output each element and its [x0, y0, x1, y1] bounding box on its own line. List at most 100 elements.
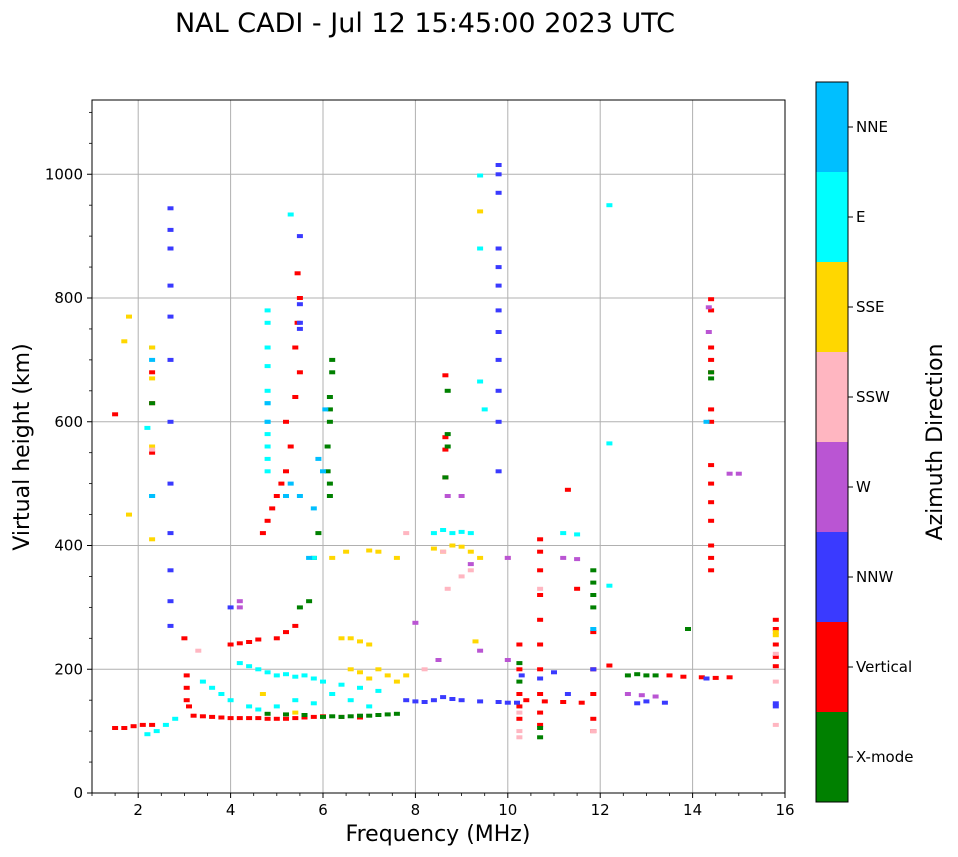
colorbar-ticks: NNE E SSE SSW W NNW Vertical X-mode [848, 118, 913, 766]
data-point-e [477, 246, 484, 251]
data-point-e [264, 308, 271, 313]
data-point-nnw [537, 676, 544, 681]
data-point-nnw [495, 330, 502, 334]
data-point-vertical [310, 714, 317, 719]
data-point-nnw [167, 246, 174, 251]
data-point-nnw [296, 302, 303, 307]
data-point-e [449, 531, 456, 536]
data-point-vertical [537, 593, 544, 597]
data-point-vertical [283, 469, 289, 474]
data-point-sse [126, 314, 132, 319]
x-axis-ticks: 2 4 6 8 10 12 14 16 [91, 793, 795, 819]
data-point-vertical [708, 500, 715, 505]
data-point-vertical [199, 714, 206, 719]
data-point-nnw [495, 283, 502, 288]
data-point-vertical [259, 531, 266, 536]
data-point-sse [347, 667, 354, 672]
data-point-vertical [190, 713, 197, 718]
data-point-nnw [430, 698, 437, 703]
data-point-w [652, 694, 659, 699]
data-point-ssw [772, 651, 779, 656]
data-point-nnw [634, 701, 641, 706]
data-point-vertical [726, 675, 733, 680]
data-point-x-mode [442, 475, 449, 480]
data-point-vertical [264, 518, 271, 523]
data-point-x-mode [315, 531, 322, 536]
data-point-nnw [403, 698, 410, 703]
y-axis-ticks: 0 200 400 600 800 1000 [45, 111, 92, 802]
data-point-vertical [246, 716, 253, 721]
data-point-e [273, 704, 280, 709]
data-point-vertical [772, 617, 779, 622]
data-point-vertical [296, 370, 303, 375]
data-point-vertical [574, 586, 581, 591]
data-point-x-mode [685, 627, 691, 631]
data-point-nnw [477, 699, 484, 704]
data-point-nnw [495, 700, 502, 704]
colorbar-tick-label: X-mode [856, 748, 913, 766]
data-point-e [375, 688, 382, 693]
data-point-vertical [183, 673, 190, 678]
data-point-vertical [537, 692, 544, 696]
data-point-e [264, 320, 271, 325]
data-point-sse [343, 549, 350, 554]
data-point-e [357, 685, 363, 690]
data-point-nnw [167, 568, 174, 573]
data-point-e [440, 528, 447, 532]
data-point-x-mode [357, 713, 363, 718]
data-point-w [735, 471, 742, 476]
data-point-w [705, 305, 712, 310]
data-point-vertical [712, 675, 719, 680]
y-tick-label: 600 [54, 413, 83, 431]
data-point-x-mode [329, 370, 336, 375]
data-point-vertical [772, 627, 779, 631]
data-point-e [144, 732, 151, 737]
data-point-nnw [227, 605, 234, 610]
data-point-sse [393, 679, 400, 684]
data-point-vertical [301, 715, 308, 720]
data-point-vertical [523, 698, 530, 703]
x-axis-label: Frequency (MHz) [346, 822, 531, 847]
data-point-vertical [183, 698, 190, 703]
data-point-e [574, 532, 581, 537]
data-point-sse [149, 345, 156, 350]
colorbar-swatch-sse [816, 262, 848, 352]
data-point-x-mode [326, 481, 333, 486]
data-point-x-mode [516, 679, 523, 684]
data-point-nne [287, 481, 294, 486]
data-point-sse [366, 642, 373, 647]
data-point-e [264, 670, 271, 675]
data-point-vertical [708, 419, 715, 424]
data-point-vertical [442, 373, 449, 378]
data-point-vertical [516, 642, 523, 647]
data-point-nne [310, 506, 317, 511]
data-point-vertical [606, 663, 613, 668]
data-point-vertical [708, 308, 715, 313]
data-point-e [172, 716, 179, 721]
data-point-vertical [112, 726, 119, 730]
data-point-ssw [149, 447, 156, 452]
data-point-vertical [708, 481, 715, 486]
data-point-x-mode [329, 357, 336, 362]
data-point-e [218, 692, 225, 696]
data-point-vertical [130, 724, 137, 729]
colorbar-swatches [816, 82, 848, 802]
data-point-vertical [708, 407, 715, 412]
data-point-vertical [537, 568, 544, 573]
data-point-e [338, 682, 345, 687]
colorbar-tick-label: E [856, 208, 865, 226]
data-point-vertical [236, 716, 243, 721]
colorbar-tick-label: NNE [856, 118, 888, 136]
data-point-w [624, 692, 631, 696]
data-point-x-mode [149, 401, 156, 406]
colorbar-swatch-w [816, 442, 848, 532]
data-point-sse [375, 549, 382, 554]
data-point-vertical [772, 654, 779, 659]
data-point-x-mode [708, 370, 715, 375]
data-point-vertical [292, 716, 299, 721]
data-point-sse [329, 555, 336, 560]
data-point-w [504, 555, 511, 560]
data-point-x-mode [366, 713, 373, 718]
data-point-x-mode [326, 407, 333, 412]
data-point-nnw [643, 699, 650, 704]
